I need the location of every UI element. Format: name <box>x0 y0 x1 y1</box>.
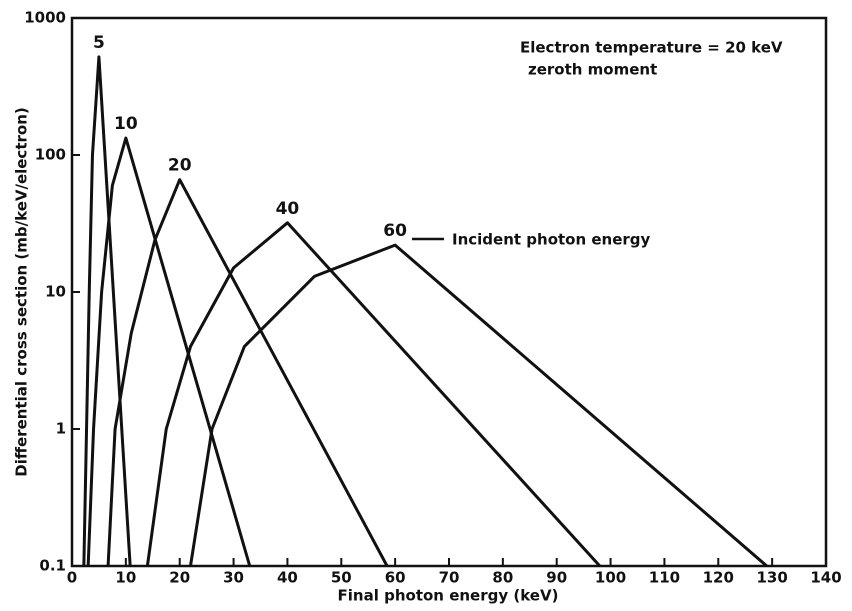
series-label: 10 <box>114 114 138 134</box>
y-axis-label: Differential cross section (mb/keV/elect… <box>13 107 31 476</box>
series-label: 5 <box>93 33 105 53</box>
annotation: Electron temperature = 20 keV <box>520 39 783 57</box>
series-label: 60 <box>383 221 407 241</box>
x-tick-label: 60 <box>385 569 406 587</box>
x-tick-label: 130 <box>756 569 787 587</box>
series-line <box>106 178 389 567</box>
x-tick-label: 90 <box>546 569 567 587</box>
y-tick-label: 0.1 <box>39 557 66 575</box>
x-tick-label: 50 <box>331 569 352 587</box>
x-tick-label: 20 <box>169 569 190 587</box>
y-tick-label: 10 <box>45 283 66 301</box>
x-tick-label: 40 <box>277 569 298 587</box>
y-tick-label: 100 <box>35 146 66 164</box>
series-line <box>145 221 601 568</box>
series-line <box>189 243 768 568</box>
x-tick-label: 10 <box>115 569 136 587</box>
x-axis-label: Final photon energy (keV) <box>338 587 559 605</box>
y-tick-label: 1000 <box>24 9 66 27</box>
annotation: zeroth moment <box>528 61 657 79</box>
y-tick-label: 1 <box>56 420 66 438</box>
x-tick-label: 30 <box>223 569 244 587</box>
x-tick-label: 140 <box>810 569 841 587</box>
x-tick-label: 80 <box>492 569 513 587</box>
series-label: 20 <box>168 156 192 176</box>
series-line <box>82 55 132 567</box>
series-line <box>86 136 252 567</box>
series-label: 40 <box>276 199 300 219</box>
x-tick-label: 70 <box>439 569 460 587</box>
annotation: Incident photon energy <box>452 231 651 249</box>
x-tick-label: 120 <box>703 569 734 587</box>
x-tick-label: 0 <box>67 569 77 587</box>
x-tick-label: 100 <box>595 569 626 587</box>
x-tick-label: 110 <box>649 569 680 587</box>
